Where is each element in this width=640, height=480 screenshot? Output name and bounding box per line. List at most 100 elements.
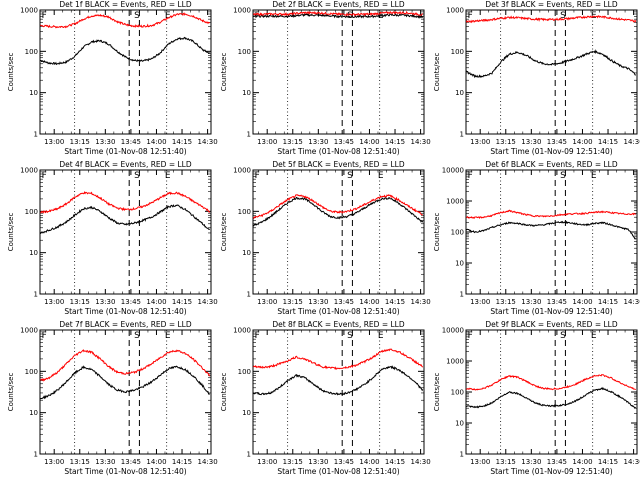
x-tick-label: 14:00 xyxy=(359,298,379,306)
panel-title: Det 7f BLACK = Events, RED = LLD xyxy=(59,320,192,329)
y-tick-label: 1000 xyxy=(446,358,464,366)
panel-title: Det 9f BLACK = Events, RED = LLD xyxy=(485,320,618,329)
x-tick-label: 13:30 xyxy=(521,298,541,306)
x-tick-label: 14:30 xyxy=(623,138,640,146)
marker-label-s: S xyxy=(347,331,353,341)
series-lld xyxy=(39,12,210,29)
marker-label-e: E xyxy=(165,171,171,181)
x-tick-label: 13:45 xyxy=(547,458,567,466)
x-tick-label: 13:00 xyxy=(470,138,490,146)
series-lld xyxy=(40,349,211,382)
x-tick-label: 13:30 xyxy=(95,138,115,146)
panel-title: Det 2f BLACK = Events, RED = LLD xyxy=(272,0,405,9)
y-axis-label: Counts/sec xyxy=(7,213,15,252)
series-lld xyxy=(465,14,637,24)
marker-label-s: S xyxy=(560,171,566,181)
panel-7: Det 7f BLACK = Events, RED = LLD Counts/s… xyxy=(7,320,218,476)
y-tick-label: 1 xyxy=(460,291,464,299)
y-tick-label: 10 xyxy=(29,409,38,417)
x-tick-label: 13:15 xyxy=(283,138,303,146)
marker-label-f: F xyxy=(42,331,47,341)
marker-label-e: E xyxy=(378,11,384,21)
panel-4: Det 4f BLACK = Events, RED = LLD Counts/s… xyxy=(7,160,218,316)
y-tick-label: 10 xyxy=(455,420,464,428)
plot-frame xyxy=(252,169,425,295)
panel-9: Det 9f BLACK = Events, RED = LLD Counts/s… xyxy=(433,320,640,476)
x-tick-label: 14:15 xyxy=(385,298,405,306)
y-tick-label: 100 xyxy=(25,368,38,376)
plot-frame xyxy=(39,329,212,455)
marker-label-f: F xyxy=(42,171,47,181)
marker-label-f: F xyxy=(255,331,260,341)
x-axis-label: Start Time (01-Nov-09 12:51:40) xyxy=(490,147,612,156)
y-tick-label: 1 xyxy=(247,131,251,139)
series-events xyxy=(252,365,424,396)
y-tick-label: 10 xyxy=(455,89,464,97)
x-tick-label: 13:00 xyxy=(257,298,277,306)
x-tick-label: 14:30 xyxy=(410,298,430,306)
y-tick-label: 100 xyxy=(25,208,38,216)
series-lld xyxy=(252,10,423,17)
panel-title: Det 5f BLACK = Events, RED = LLD xyxy=(272,160,405,169)
series-events xyxy=(252,196,424,227)
y-tick-label: 1 xyxy=(460,451,464,459)
x-tick-label: 13:45 xyxy=(121,298,141,306)
marker-label-f: F xyxy=(468,11,473,21)
x-tick-label: 14:15 xyxy=(598,458,618,466)
x-tick-label: 14:00 xyxy=(572,298,592,306)
x-tick-label: 13:00 xyxy=(257,458,277,466)
panel-title: Det 6f BLACK = Events, RED = LLD xyxy=(485,160,618,169)
panel-title: Det 4f BLACK = Events, RED = LLD xyxy=(59,160,192,169)
y-axis-label: Counts/sec xyxy=(220,213,228,252)
y-tick-label: 1000 xyxy=(233,167,251,175)
x-tick-label: 13:15 xyxy=(496,458,516,466)
x-axis-label: Start Time (01-Nov-08 12:51:40) xyxy=(277,307,399,316)
x-tick-label: 14:00 xyxy=(146,298,166,306)
x-tick-label: 14:30 xyxy=(197,298,217,306)
y-tick-label: 1000 xyxy=(233,7,251,15)
series-lld xyxy=(252,194,423,220)
y-tick-label: 10 xyxy=(29,249,38,257)
x-tick-label: 13:30 xyxy=(95,298,115,306)
y-axis-label: Counts/sec xyxy=(433,373,441,412)
x-tick-label: 13:45 xyxy=(547,138,567,146)
x-tick-label: 14:15 xyxy=(172,138,192,146)
series-events xyxy=(465,49,636,79)
x-tick-label: 14:30 xyxy=(623,458,640,466)
x-tick-label: 13:30 xyxy=(308,458,328,466)
marker-label-s: S xyxy=(134,331,140,341)
x-tick-label: 13:15 xyxy=(70,138,90,146)
series-events xyxy=(465,220,637,240)
panel-2: Det 2f BLACK = Events, RED = LLD Counts/s… xyxy=(220,0,431,156)
plot-frame xyxy=(465,9,638,135)
y-tick-label: 1000 xyxy=(446,198,464,206)
y-axis-label: Counts/sec xyxy=(7,53,15,92)
y-tick-label: 1 xyxy=(247,291,251,299)
x-tick-label: 13:15 xyxy=(496,298,516,306)
y-tick-label: 1000 xyxy=(446,7,464,15)
y-tick-label: 100 xyxy=(451,48,464,56)
y-tick-label: 1 xyxy=(247,451,251,459)
series-lld xyxy=(40,191,211,214)
y-tick-label: 10000 xyxy=(442,167,464,175)
x-tick-label: 13:45 xyxy=(334,298,354,306)
x-tick-label: 14:00 xyxy=(359,458,379,466)
x-axis-label: Start Time (01-Nov-08 12:51:40) xyxy=(64,147,186,156)
x-tick-label: 13:30 xyxy=(521,458,541,466)
marker-label-s: S xyxy=(560,11,566,21)
y-tick-label: 1 xyxy=(34,291,38,299)
x-tick-label: 14:00 xyxy=(146,138,166,146)
y-tick-label: 100 xyxy=(238,208,251,216)
x-tick-label: 14:30 xyxy=(197,138,217,146)
x-tick-label: 14:30 xyxy=(410,458,430,466)
series-lld xyxy=(466,373,636,391)
marker-label-s: S xyxy=(347,11,353,21)
series-events xyxy=(39,204,211,235)
series-events xyxy=(252,13,424,19)
x-axis-label: Start Time (01-Nov-08 12:51:40) xyxy=(64,467,186,476)
x-tick-label: 14:15 xyxy=(385,458,405,466)
y-tick-label: 100 xyxy=(25,48,38,56)
panel-title: Det 1f BLACK = Events, RED = LLD xyxy=(59,0,192,9)
x-tick-label: 14:30 xyxy=(623,298,640,306)
